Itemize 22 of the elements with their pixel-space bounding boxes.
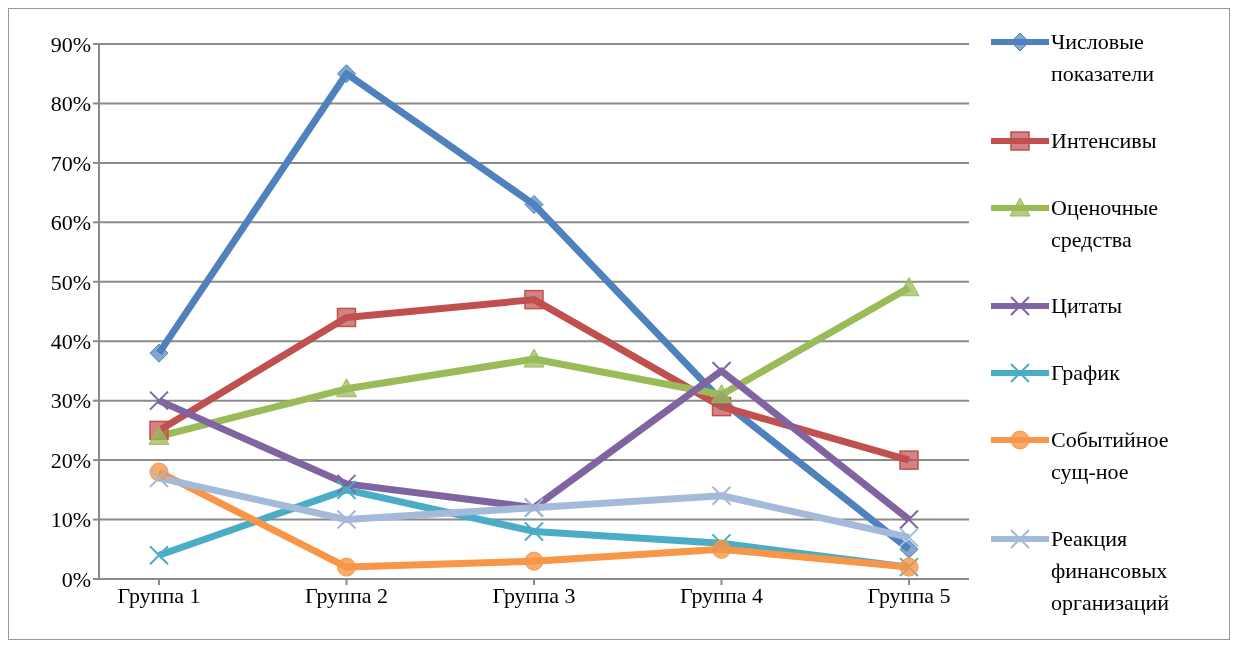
y-tick-label: 30% [50,388,91,414]
y-tick-label: 20% [50,447,91,473]
legend-label: Событийное сущ-ное [1051,426,1170,487]
x-tick-label: Группа 1 [117,582,201,608]
legend-label: Цитаты [1051,292,1124,321]
y-tick-label: 70% [50,150,91,176]
legend-label: Числовые показатели [1051,28,1155,88]
y-tick-label: 60% [50,210,91,236]
y-tick-label: 40% [50,329,91,355]
x-tick-label: Группа 2 [305,582,388,608]
x-tick-label: Группа 3 [492,582,576,608]
legend-label: Интенсивы [1051,126,1158,155]
y-tick-label: 50% [50,269,91,295]
y-tick-label: 0% [61,566,91,592]
y-tick-label: 80% [50,91,91,117]
y-tick-label: 10% [50,507,91,533]
y-tick-label: 90% [50,31,91,57]
x-tick-label: Группа 5 [867,582,951,608]
x-tick-label: Группа 4 [680,582,763,608]
legend-label: Реакция финансовых организаций [1051,524,1171,617]
legend-label: Оценочные средства [1051,193,1159,254]
legend-label: График [1051,359,1121,388]
